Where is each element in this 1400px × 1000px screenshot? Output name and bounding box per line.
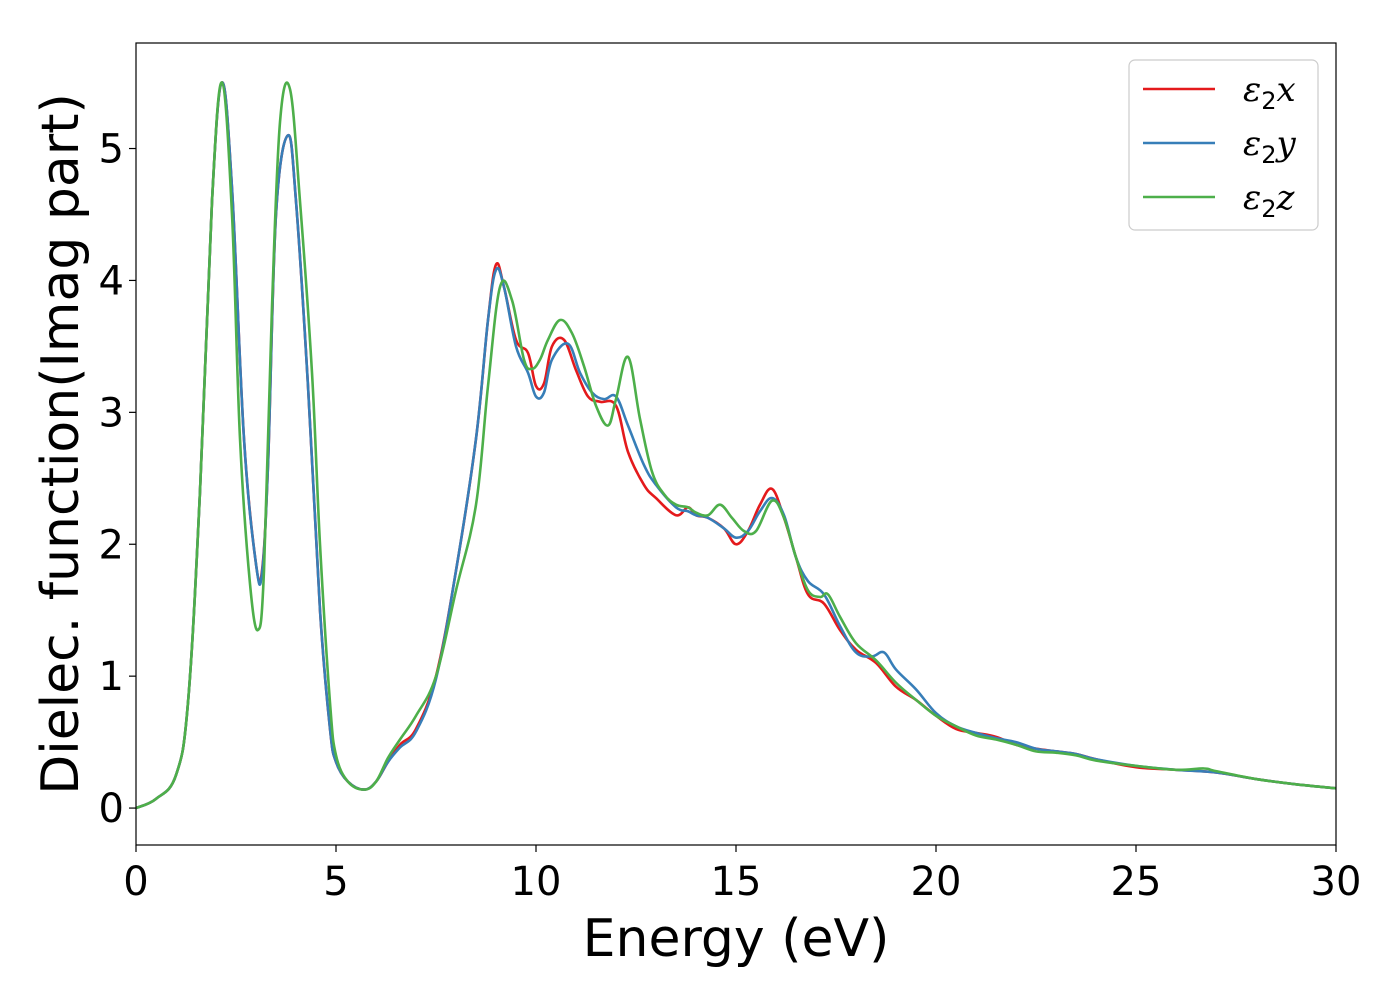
axes: 0 5 10 15 20 25 30 0 1 2 3 4 5 [99, 42, 1362, 905]
legend-box [1128, 59, 1319, 231]
legend: ε2x ε2y ε2z [1128, 59, 1319, 231]
x-axis-label: Energy (eV) [583, 909, 890, 969]
x-tick-label: 15 [711, 859, 762, 905]
x-tick-label: 20 [911, 859, 962, 905]
y-tick-label: 0 [99, 786, 124, 832]
legend-label-2: ε2y [1243, 124, 1297, 169]
x-tick-label: 5 [323, 859, 348, 905]
y-tick-label: 1 [99, 654, 124, 700]
x-tick-label: 10 [511, 859, 562, 905]
y-axis-label: Dielec. function(Imag part) [31, 93, 91, 795]
x-tick-label: 25 [1111, 859, 1162, 905]
y-tick-label: 3 [99, 390, 124, 436]
x-tick-label: 30 [1311, 859, 1362, 905]
x-tick-label: 0 [123, 859, 148, 905]
legend-label-3: ε2z [1243, 178, 1296, 223]
series-line-3 [136, 81, 1336, 810]
y-tick-label: 5 [99, 127, 124, 173]
legend-label-1: ε2x [1243, 70, 1296, 115]
plot-area [136, 81, 1336, 810]
y-tick-label: 4 [99, 258, 124, 304]
y-tick-label: 2 [99, 522, 124, 568]
